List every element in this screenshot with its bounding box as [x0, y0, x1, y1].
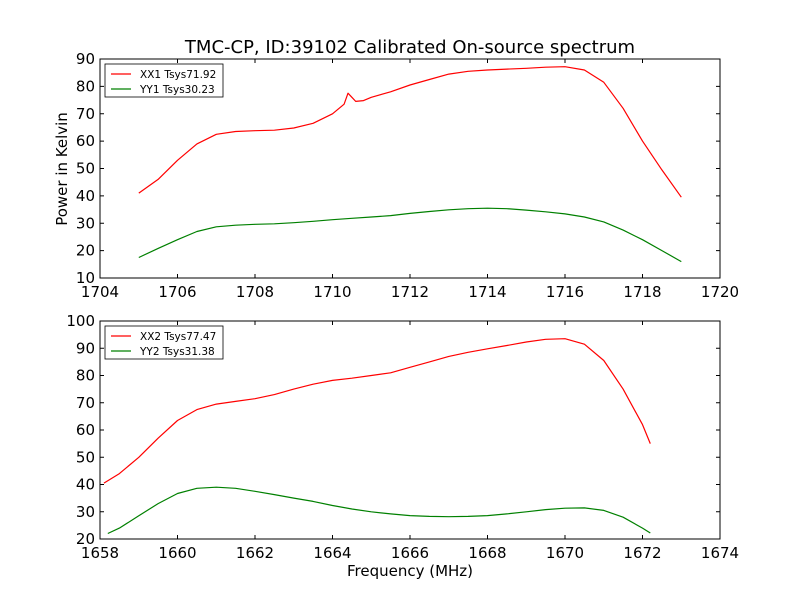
x-tick-label: 1668 [468, 544, 506, 562]
x-tick-label: 1710 [313, 283, 351, 301]
x-tick-label: 1658 [81, 544, 119, 562]
legend: XX1 Tsys71.92 YY1 Tsys30.23 [104, 63, 224, 98]
y-tick-label: 60 [76, 421, 95, 439]
panel-top: Power in Kelvin 1704 1706 1708 1710 1712 1714… [53, 50, 739, 301]
x-tick-label: 1664 [313, 544, 351, 562]
x-tick-label: 1662 [236, 544, 274, 562]
series-line-yy2 [107, 486, 651, 535]
y-axis-title: Power in Kelvin [53, 112, 71, 226]
y-tick-label: 30 [76, 214, 95, 232]
x-tick-label: 1708 [236, 283, 274, 301]
y-tick-label: 10 [76, 269, 95, 287]
x-tick-label: 1714 [468, 283, 506, 301]
x-tick-label: 1704 [81, 283, 119, 301]
y-tick-label: 50 [76, 160, 95, 178]
legend: XX2 Tsys77.47 YY2 Tsys31.38 [104, 325, 224, 360]
x-tick-label: 1706 [158, 283, 196, 301]
y-tick-label: 60 [76, 132, 95, 150]
figure-title: TMC-CP, ID:39102 Calibrated On-source sp… [184, 37, 635, 58]
series-line-yy1 [138, 207, 682, 263]
y-tick-label: 80 [76, 367, 95, 385]
x-tick-label: 1660 [158, 544, 196, 562]
x-tick-label: 1666 [391, 544, 429, 562]
x-tick-label: 1674 [701, 544, 739, 562]
legend-box [104, 63, 224, 98]
y-tick-label: 90 [76, 50, 95, 68]
legend-label: YY2 Tsys31.38 [139, 346, 215, 358]
legend-label: XX1 Tsys71.92 [140, 69, 216, 81]
x-tick-label: 1716 [546, 283, 584, 301]
x-tick-label: 1718 [623, 283, 661, 301]
y-tick-label: 80 [76, 77, 95, 95]
x-tick-label: 1712 [391, 283, 429, 301]
legend-box [104, 325, 224, 360]
series-line-xx2 [103, 338, 651, 484]
panel-bottom: 1658 1660 1662 1664 1666 1668 1670 1672 1674 20 30… [66, 312, 739, 562]
x-tick-label: 1672 [623, 544, 661, 562]
legend-label: XX2 Tsys77.47 [140, 331, 216, 343]
x-axis-title: Frequency (MHz) [347, 562, 473, 580]
y-tick-label: 70 [76, 394, 95, 412]
y-tick-label: 20 [76, 530, 95, 548]
y-tick-label: 50 [76, 448, 95, 466]
y-tick-label: 40 [76, 476, 95, 494]
y-tick-label: 40 [76, 187, 95, 205]
y-tick-label: 90 [76, 339, 95, 357]
series-line-xx1 [138, 66, 682, 198]
y-tick-label: 70 [76, 105, 95, 123]
x-tick-label: 1720 [701, 283, 739, 301]
y-tick-label: 30 [76, 503, 95, 521]
y-tick-label: 20 [76, 242, 95, 260]
y-tick-label: 100 [66, 312, 95, 330]
x-tick-label: 1670 [546, 544, 584, 562]
legend-label: YY1 Tsys30.23 [139, 84, 215, 96]
